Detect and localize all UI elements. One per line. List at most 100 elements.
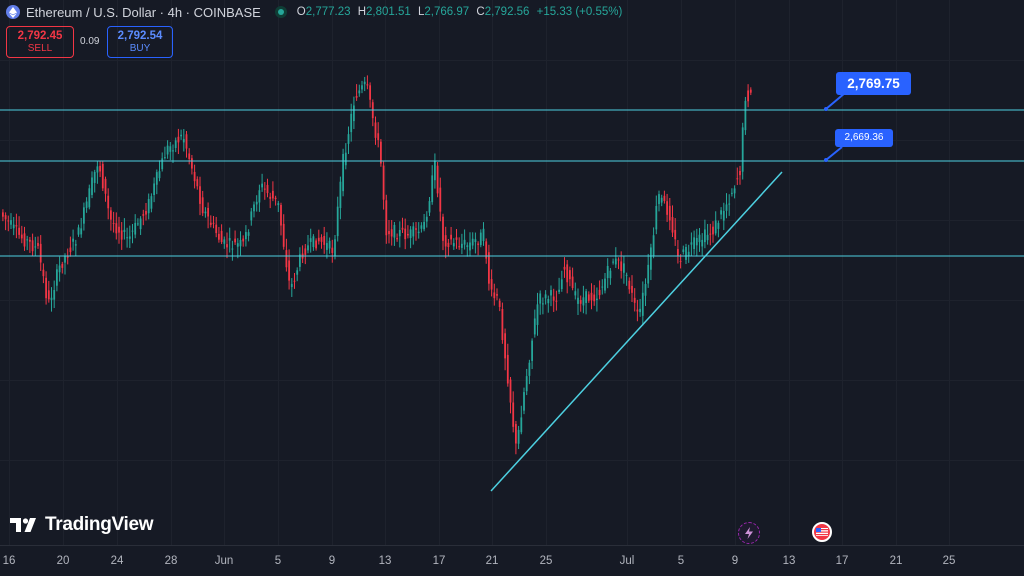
candle-body	[641, 292, 644, 316]
candle-body	[547, 298, 550, 304]
trend-line[interactable]	[490, 171, 783, 492]
candle-body	[191, 158, 193, 169]
symbol-title[interactable]: Ethereum / U.S. Dollar · 4h · COINBASE	[26, 4, 261, 20]
candle-body	[91, 177, 93, 196]
change-value: +15.33 (+0.55%)	[536, 6, 623, 18]
candle-body	[550, 290, 552, 296]
candle-body	[533, 318, 536, 335]
candle-body	[69, 247, 72, 253]
candle-body	[515, 424, 517, 444]
candle-body	[83, 207, 85, 224]
time-axis[interactable]: 16 20 24 28 Jun 5 9 13 17 21 25 Jul 5 9 …	[0, 545, 1024, 576]
grid-line	[332, 0, 333, 546]
time-tick: 13	[378, 555, 392, 567]
candle-body	[655, 205, 658, 230]
candle-body	[312, 236, 315, 248]
candle-body	[355, 96, 358, 98]
price-label-upper[interactable]: 2,769.75	[836, 72, 911, 95]
buy-button[interactable]: 2,792.54 BUY	[107, 26, 173, 58]
candle-body	[107, 195, 110, 209]
candle-body	[450, 234, 452, 240]
candle-body	[153, 183, 155, 196]
candle-body	[326, 243, 328, 250]
candle-body	[404, 228, 407, 240]
candle-body	[223, 239, 226, 244]
candle-body	[685, 247, 687, 260]
candle-body	[701, 239, 704, 247]
market-open-icon	[274, 6, 287, 18]
candle-body	[255, 201, 258, 205]
sell-label: SELL	[27, 43, 53, 54]
us-flag-event-icon[interactable]	[812, 522, 832, 542]
candle-body	[193, 171, 196, 182]
time-tick: Jun	[214, 555, 234, 567]
candle-body	[150, 196, 153, 209]
candle-body	[50, 297, 53, 300]
candle-body	[18, 227, 20, 235]
candle-body	[625, 274, 628, 276]
candle-body	[496, 294, 498, 296]
candle-body	[431, 175, 434, 203]
candle-body	[115, 223, 118, 234]
candle-body	[428, 201, 431, 213]
time-tick: 24	[110, 555, 124, 567]
candle-body	[274, 197, 277, 200]
candle-body	[7, 220, 10, 222]
time-tick: 21	[485, 555, 499, 567]
lightning-event-icon[interactable]	[738, 522, 760, 544]
candle-body	[199, 186, 201, 204]
candle-body	[671, 217, 674, 233]
grid-line	[63, 0, 64, 546]
candle-body	[166, 145, 169, 155]
candle-body	[614, 258, 617, 265]
candle-body	[679, 260, 682, 262]
candle-body	[263, 188, 266, 190]
candle-body	[253, 204, 255, 212]
candle-body	[436, 165, 439, 194]
candle-body	[660, 197, 663, 203]
candle-body	[601, 286, 604, 288]
candle-body	[504, 333, 506, 359]
candle-body	[56, 269, 58, 286]
candle-body	[34, 246, 37, 248]
candle-body	[579, 300, 582, 304]
candle-body	[528, 362, 531, 376]
tradingview-logo[interactable]: TradingView	[10, 514, 154, 536]
candle-body	[161, 158, 164, 170]
candle-body	[666, 201, 668, 215]
price-label-lower[interactable]: 2,669.36	[835, 129, 893, 147]
candle-body	[439, 187, 442, 212]
candle-body	[520, 417, 523, 433]
candle-body	[336, 206, 339, 237]
candle-body	[85, 201, 88, 208]
candle-body	[739, 170, 741, 176]
time-tick: 25	[539, 555, 553, 567]
candle-body	[347, 134, 350, 144]
price-chart[interactable]	[0, 0, 1024, 546]
candle-body	[53, 290, 56, 300]
candle-body	[704, 229, 706, 243]
candle-body	[577, 297, 579, 304]
candle-body	[612, 261, 614, 263]
time-tick: 25	[942, 555, 956, 567]
candle-body	[172, 150, 174, 152]
candle-body	[377, 133, 380, 141]
candle-body	[31, 240, 34, 252]
candle-body	[155, 172, 158, 185]
candle-body	[334, 239, 336, 256]
candle-body	[110, 210, 112, 220]
time-tick: 5	[274, 555, 282, 567]
candle-body	[452, 243, 455, 247]
grid-line	[439, 0, 440, 546]
candle-body	[369, 85, 371, 100]
candle-body	[77, 227, 80, 235]
time-tick: 28	[164, 555, 178, 567]
grid-line	[492, 0, 493, 546]
candle-body	[212, 222, 215, 224]
sell-button[interactable]: 2,792.45 SELL	[6, 26, 74, 58]
candle-body	[323, 235, 326, 245]
candle-body	[396, 238, 398, 240]
candle-body	[185, 134, 188, 149]
candle-body	[72, 238, 74, 242]
grid-line	[171, 0, 172, 546]
